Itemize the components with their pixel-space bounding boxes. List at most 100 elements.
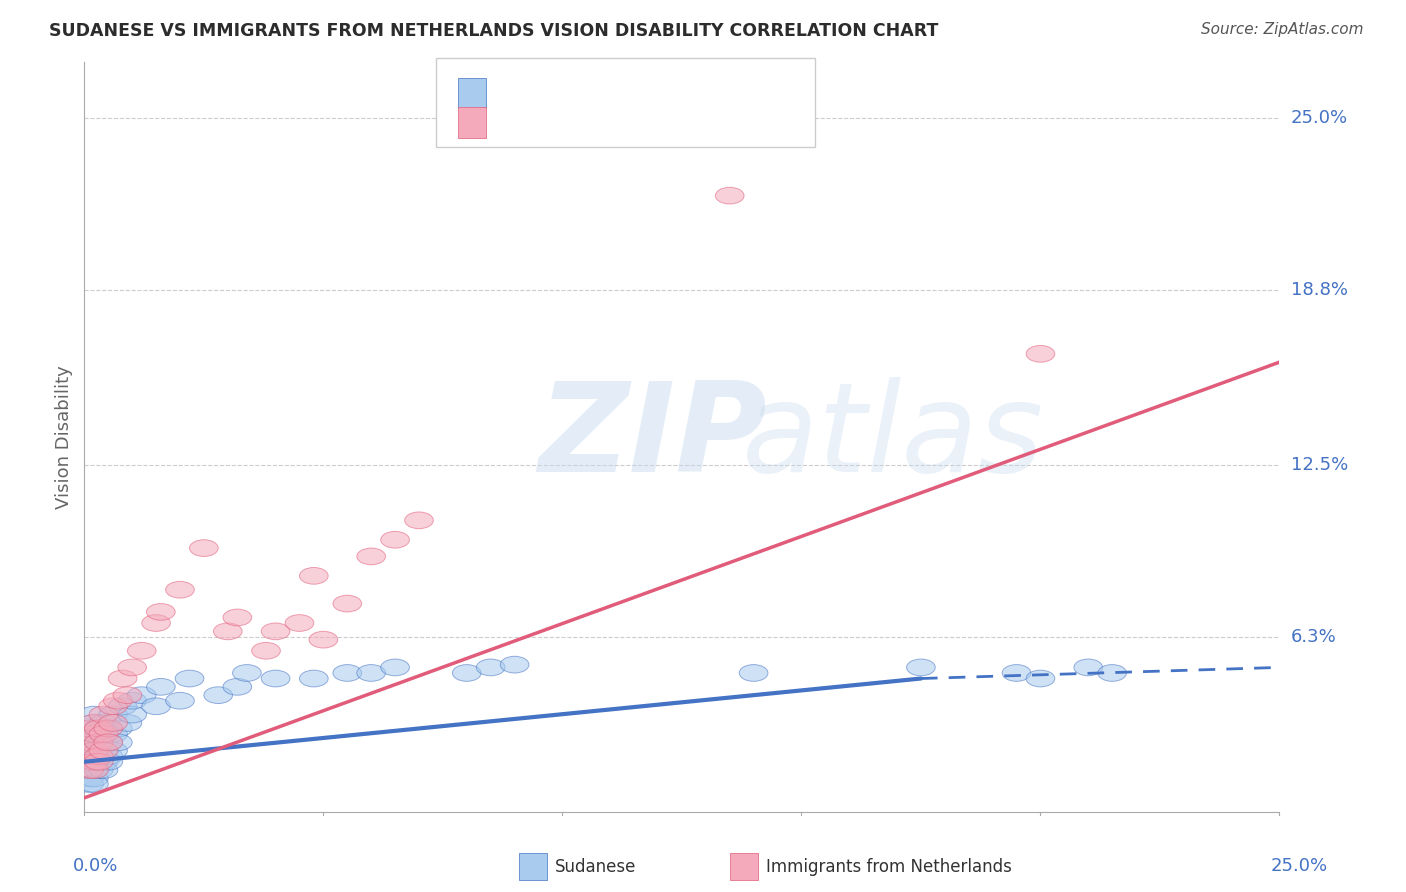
Ellipse shape	[94, 734, 122, 751]
Ellipse shape	[477, 659, 505, 676]
Ellipse shape	[112, 687, 142, 704]
Ellipse shape	[98, 698, 128, 714]
Ellipse shape	[80, 754, 108, 770]
Ellipse shape	[190, 540, 218, 557]
Text: 25.0%: 25.0%	[1291, 109, 1348, 127]
Ellipse shape	[80, 742, 108, 759]
Ellipse shape	[84, 742, 112, 759]
Ellipse shape	[108, 698, 136, 714]
Ellipse shape	[309, 632, 337, 648]
Ellipse shape	[357, 548, 385, 565]
Ellipse shape	[75, 747, 104, 764]
Ellipse shape	[94, 720, 122, 737]
Ellipse shape	[80, 734, 108, 751]
Ellipse shape	[80, 762, 108, 779]
Ellipse shape	[166, 692, 194, 709]
Ellipse shape	[1074, 659, 1102, 676]
Ellipse shape	[84, 754, 112, 770]
Ellipse shape	[80, 726, 108, 742]
Ellipse shape	[128, 687, 156, 704]
Ellipse shape	[104, 692, 132, 709]
Ellipse shape	[224, 679, 252, 695]
Text: ZIP: ZIP	[538, 376, 768, 498]
Ellipse shape	[381, 659, 409, 676]
Ellipse shape	[84, 762, 112, 779]
Ellipse shape	[357, 665, 385, 681]
Ellipse shape	[80, 770, 108, 787]
Ellipse shape	[84, 747, 112, 764]
Ellipse shape	[84, 734, 112, 751]
Ellipse shape	[285, 615, 314, 632]
Ellipse shape	[166, 582, 194, 598]
Ellipse shape	[501, 657, 529, 673]
Ellipse shape	[252, 642, 280, 659]
Ellipse shape	[907, 659, 935, 676]
Text: R = 0.259   N = 66: R = 0.259 N = 66	[496, 84, 666, 102]
Ellipse shape	[214, 623, 242, 640]
Ellipse shape	[118, 706, 146, 723]
Ellipse shape	[80, 762, 108, 779]
Ellipse shape	[89, 742, 118, 759]
Ellipse shape	[80, 776, 108, 792]
Ellipse shape	[89, 742, 118, 759]
Text: 12.5%: 12.5%	[1291, 456, 1348, 474]
Ellipse shape	[80, 706, 108, 723]
Ellipse shape	[89, 726, 118, 742]
Ellipse shape	[75, 770, 104, 787]
Ellipse shape	[262, 670, 290, 687]
Ellipse shape	[1026, 670, 1054, 687]
Ellipse shape	[405, 512, 433, 529]
Text: 18.8%: 18.8%	[1291, 281, 1347, 299]
Ellipse shape	[1098, 665, 1126, 681]
Ellipse shape	[224, 609, 252, 626]
Ellipse shape	[98, 706, 128, 723]
Ellipse shape	[89, 754, 118, 770]
Ellipse shape	[299, 670, 328, 687]
Ellipse shape	[84, 747, 112, 764]
Ellipse shape	[84, 734, 112, 751]
Ellipse shape	[75, 754, 104, 770]
Ellipse shape	[142, 698, 170, 714]
Ellipse shape	[80, 714, 108, 731]
Ellipse shape	[118, 659, 146, 676]
Ellipse shape	[84, 726, 112, 742]
Ellipse shape	[262, 623, 290, 640]
Ellipse shape	[75, 734, 104, 751]
Y-axis label: Vision Disability: Vision Disability	[55, 365, 73, 509]
Text: 25.0%: 25.0%	[1270, 856, 1327, 875]
Ellipse shape	[94, 754, 122, 770]
Ellipse shape	[1026, 345, 1054, 362]
Ellipse shape	[89, 714, 118, 731]
Ellipse shape	[118, 692, 146, 709]
Ellipse shape	[333, 665, 361, 681]
Ellipse shape	[112, 714, 142, 731]
Ellipse shape	[108, 670, 136, 687]
Ellipse shape	[716, 187, 744, 204]
Ellipse shape	[104, 734, 132, 751]
Ellipse shape	[80, 747, 108, 764]
Ellipse shape	[94, 734, 122, 751]
Text: Source: ZipAtlas.com: Source: ZipAtlas.com	[1201, 22, 1364, 37]
Ellipse shape	[232, 665, 262, 681]
Ellipse shape	[75, 726, 104, 742]
Ellipse shape	[89, 706, 118, 723]
Ellipse shape	[80, 714, 108, 731]
Ellipse shape	[333, 595, 361, 612]
Ellipse shape	[75, 720, 104, 737]
Ellipse shape	[128, 642, 156, 659]
Ellipse shape	[98, 726, 128, 742]
Ellipse shape	[84, 720, 112, 737]
Ellipse shape	[381, 532, 409, 548]
Ellipse shape	[75, 742, 104, 759]
Text: SUDANESE VS IMMIGRANTS FROM NETHERLANDS VISION DISABILITY CORRELATION CHART: SUDANESE VS IMMIGRANTS FROM NETHERLANDS …	[49, 22, 939, 40]
Ellipse shape	[299, 567, 328, 584]
Ellipse shape	[80, 726, 108, 742]
Ellipse shape	[98, 742, 128, 759]
Ellipse shape	[75, 762, 104, 779]
Text: atlas: atlas	[742, 376, 1043, 498]
Ellipse shape	[98, 714, 128, 731]
Ellipse shape	[94, 747, 122, 764]
Ellipse shape	[89, 726, 118, 742]
Ellipse shape	[94, 720, 122, 737]
Ellipse shape	[80, 742, 108, 759]
